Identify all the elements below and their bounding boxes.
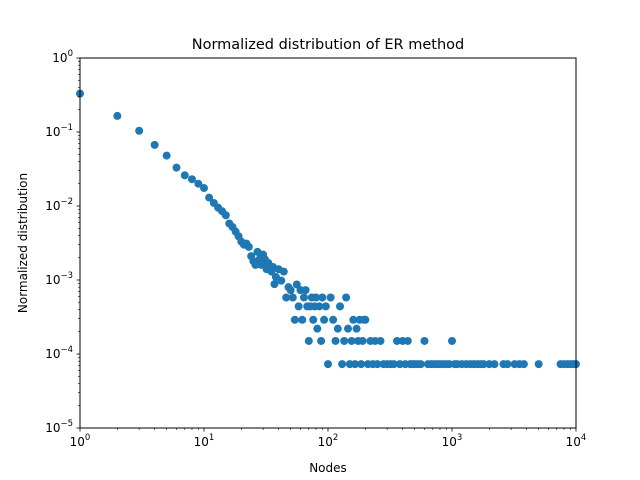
data-point xyxy=(350,360,359,369)
data-point xyxy=(221,211,230,220)
data-point xyxy=(162,151,171,160)
x-tick-label: 101 xyxy=(194,433,215,449)
y-tick-label: 10−4 xyxy=(45,345,73,361)
x-axis: 100 101 102 103 104 xyxy=(70,428,587,449)
data-point xyxy=(392,336,401,345)
data-points xyxy=(76,89,580,369)
data-point xyxy=(279,267,288,276)
data-point xyxy=(299,293,308,302)
data-point xyxy=(180,171,189,180)
data-point xyxy=(150,140,159,149)
data-point xyxy=(301,286,310,295)
data-point xyxy=(290,315,299,324)
data-point xyxy=(403,336,412,345)
data-point xyxy=(318,293,327,302)
data-point xyxy=(358,336,367,345)
y-tick-label: 10−5 xyxy=(45,419,73,435)
data-point xyxy=(320,315,329,324)
data-point xyxy=(352,324,361,333)
x-tick-label: 104 xyxy=(566,433,587,449)
data-point xyxy=(282,293,291,302)
data-point xyxy=(373,360,382,369)
data-point xyxy=(361,315,370,324)
data-point xyxy=(244,242,253,251)
plot-area xyxy=(80,58,576,428)
data-point xyxy=(321,302,330,311)
y-axis-label: Normalized distribution xyxy=(16,173,30,313)
y-tick-label: 10−1 xyxy=(45,123,73,139)
data-point xyxy=(304,336,313,345)
data-point xyxy=(194,179,203,188)
data-point xyxy=(324,360,332,369)
data-point xyxy=(331,336,340,345)
data-point xyxy=(309,315,318,324)
data-point xyxy=(200,184,208,193)
data-point xyxy=(251,260,260,269)
data-point xyxy=(315,302,324,311)
data-point xyxy=(172,163,181,172)
data-point xyxy=(298,315,307,324)
data-point xyxy=(326,293,335,302)
data-point xyxy=(389,360,398,369)
data-point xyxy=(329,315,338,324)
data-point xyxy=(519,360,528,369)
y-tick-label: 10−3 xyxy=(45,271,73,287)
data-point xyxy=(338,360,347,369)
data-point xyxy=(479,360,488,369)
data-point xyxy=(294,302,303,311)
x-tick-label: 103 xyxy=(442,433,463,449)
data-point xyxy=(205,193,214,202)
data-point xyxy=(336,302,345,311)
data-point xyxy=(270,280,279,289)
data-point xyxy=(317,336,326,345)
y-tick-label: 10−2 xyxy=(45,197,73,213)
x-axis-label: Nodes xyxy=(309,461,347,475)
data-point xyxy=(344,324,353,333)
data-point xyxy=(288,293,297,302)
y-tick-label: 100 xyxy=(52,49,73,65)
data-point xyxy=(135,126,144,135)
data-point xyxy=(420,336,429,345)
data-point xyxy=(277,276,286,285)
data-point xyxy=(376,336,385,345)
data-point xyxy=(113,111,122,120)
data-point xyxy=(349,315,358,324)
data-point xyxy=(342,293,351,302)
data-point xyxy=(357,360,366,369)
data-point xyxy=(534,360,543,369)
x-tick-label: 102 xyxy=(318,433,339,449)
data-point xyxy=(313,324,322,333)
data-point xyxy=(311,293,320,302)
data-point xyxy=(333,324,342,333)
data-point xyxy=(503,360,512,369)
chart-title: Normalized distribution of ER method xyxy=(192,37,465,53)
data-point xyxy=(347,336,356,345)
data-point xyxy=(448,336,456,345)
data-point xyxy=(286,286,295,295)
data-point xyxy=(416,360,425,369)
data-point xyxy=(490,360,499,369)
data-point xyxy=(187,175,196,184)
y-axis: 10−5 10−4 10−3 10−2 10−1 100 xyxy=(45,49,80,435)
data-point xyxy=(292,280,301,289)
data-point xyxy=(340,336,349,345)
x-tick-label: 100 xyxy=(70,433,91,449)
